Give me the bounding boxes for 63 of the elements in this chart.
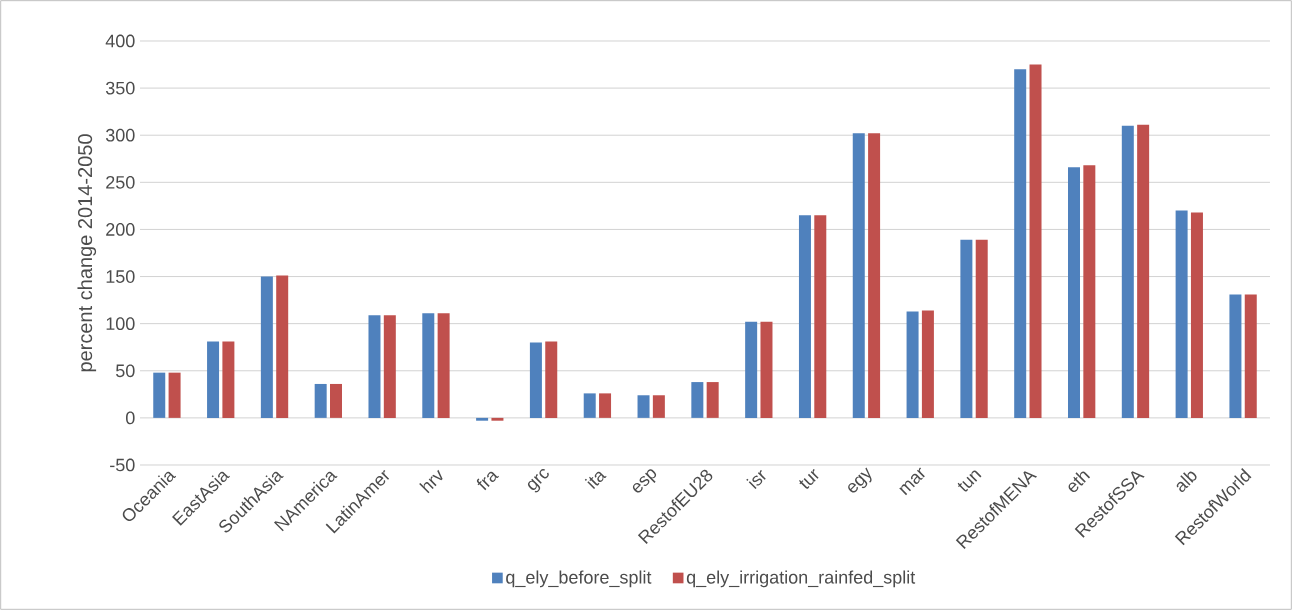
bar	[222, 341, 235, 418]
bar	[921, 310, 934, 418]
y-tick-label: -50	[110, 458, 135, 472]
bar	[1190, 212, 1203, 418]
bar	[1121, 125, 1134, 418]
bar	[706, 382, 719, 418]
bar	[798, 215, 811, 418]
x-tick-label: grc	[527, 469, 549, 493]
y-tick-label: 200	[106, 223, 135, 236]
bar	[1229, 294, 1242, 418]
bar	[314, 383, 327, 418]
bar	[1014, 69, 1027, 418]
x-tick-label: ita	[584, 471, 607, 490]
bar	[906, 311, 919, 418]
bar	[476, 417, 489, 421]
y-tick-label: 100	[106, 317, 135, 331]
bar	[745, 321, 758, 418]
x-tick-label: fra	[476, 471, 499, 491]
bar	[760, 321, 773, 418]
legend-label: q_ely_before_split	[506, 570, 652, 588]
bar	[168, 372, 181, 418]
bar	[276, 275, 289, 418]
bar	[1244, 294, 1257, 418]
y-tick-label: 350	[105, 81, 135, 95]
legend-label: q_ely_irrigation_rainfed_split	[686, 570, 916, 588]
x-tick-label: mar	[899, 467, 925, 496]
bar	[153, 372, 166, 418]
x-tick-label: egy	[848, 467, 872, 493]
bar	[545, 341, 558, 418]
bar	[691, 382, 704, 418]
y-tick-label: 50	[115, 364, 135, 378]
y-tick-label: 400	[105, 34, 135, 48]
bar	[652, 395, 665, 418]
bar	[1175, 210, 1188, 418]
bar	[1083, 165, 1096, 418]
y-tick-label: 150	[106, 270, 135, 283]
x-tick-label: hrv	[419, 469, 443, 494]
bar	[491, 417, 504, 421]
x-tick-label: isr	[746, 469, 766, 490]
y-tick-label: 250	[106, 175, 135, 189]
bar	[868, 133, 881, 418]
bar	[1137, 124, 1150, 418]
bar	[330, 383, 343, 418]
bar	[960, 239, 973, 418]
bar	[852, 133, 865, 418]
bar	[529, 342, 542, 418]
bar	[814, 215, 827, 418]
bar	[422, 313, 435, 418]
bar	[207, 341, 220, 418]
bar	[437, 313, 450, 418]
bar	[383, 315, 396, 418]
bar	[1029, 64, 1042, 418]
bar	[637, 395, 650, 418]
bar	[583, 393, 596, 418]
bar	[599, 393, 612, 418]
bar	[260, 276, 273, 418]
y-tick-label: 0	[126, 411, 135, 425]
bar	[975, 239, 988, 418]
bar	[1068, 167, 1080, 418]
y-axis-title: percent change 2014-2050	[77, 134, 97, 372]
y-tick-label: 300	[105, 128, 135, 142]
x-tick-label: tur	[799, 468, 819, 489]
bar	[368, 315, 381, 418]
